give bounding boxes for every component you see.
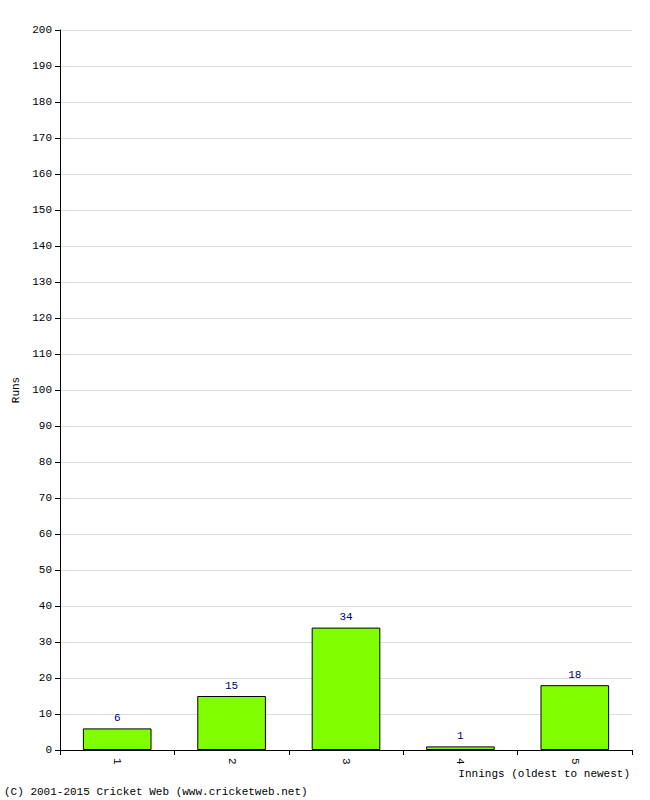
svg-text:10: 10 (39, 708, 52, 720)
svg-text:90: 90 (39, 420, 52, 432)
svg-text:(C) 2001-2015 Cricket Web (www: (C) 2001-2015 Cricket Web (www.cricketwe… (4, 786, 308, 798)
svg-text:110: 110 (32, 348, 52, 360)
svg-text:80: 80 (39, 456, 52, 468)
svg-text:190: 190 (32, 60, 52, 72)
svg-text:1: 1 (111, 758, 123, 765)
svg-text:40: 40 (39, 600, 52, 612)
svg-text:34: 34 (339, 611, 353, 623)
svg-text:6: 6 (114, 712, 121, 724)
svg-text:100: 100 (32, 384, 52, 396)
svg-text:Runs: Runs (10, 377, 22, 403)
svg-text:20: 20 (39, 672, 52, 684)
svg-text:180: 180 (32, 96, 52, 108)
svg-text:0: 0 (45, 744, 52, 756)
svg-text:2: 2 (226, 758, 238, 765)
svg-text:130: 130 (32, 276, 52, 288)
svg-text:15: 15 (225, 680, 238, 692)
svg-text:5: 5 (569, 758, 581, 765)
svg-text:70: 70 (39, 492, 52, 504)
svg-text:120: 120 (32, 312, 52, 324)
svg-text:3: 3 (340, 758, 352, 765)
svg-text:Innings (oldest to newest): Innings (oldest to newest) (458, 768, 630, 780)
svg-text:18: 18 (568, 669, 581, 681)
svg-text:50: 50 (39, 564, 52, 576)
svg-text:4: 4 (454, 758, 466, 765)
svg-text:140: 140 (32, 240, 52, 252)
svg-text:170: 170 (32, 132, 52, 144)
svg-text:30: 30 (39, 636, 52, 648)
svg-text:160: 160 (32, 168, 52, 180)
svg-text:150: 150 (32, 204, 52, 216)
svg-text:1: 1 (457, 730, 464, 742)
svg-text:60: 60 (39, 528, 52, 540)
svg-text:200: 200 (32, 24, 52, 36)
